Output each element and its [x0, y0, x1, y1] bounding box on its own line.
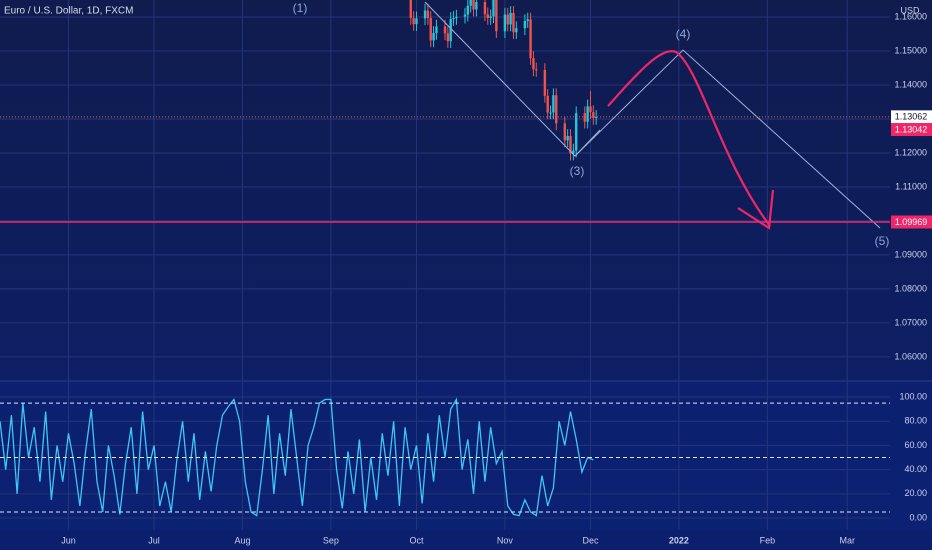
- candle-body: [489, 16, 492, 19]
- candle-body: [455, 16, 458, 19]
- candle-body: [503, 14, 507, 32]
- x-tick-label: Feb: [760, 535, 776, 545]
- candle-body: [583, 113, 586, 122]
- y-tick-label: 1.15000: [894, 45, 927, 55]
- candle-body: [475, 2, 478, 10]
- y-tick-label: 1.08000: [894, 283, 927, 293]
- candle-body: [572, 150, 575, 154]
- arrow-head: [737, 189, 775, 230]
- y-tick-label: 1.14000: [894, 79, 927, 89]
- currency: USD: [900, 5, 920, 15]
- x-tick-label: Nov: [497, 535, 514, 545]
- y-tick-label: 0.00: [909, 512, 927, 522]
- candle-body: [452, 18, 455, 20]
- y-tick-label: 1.09000: [894, 249, 927, 259]
- candle-body: [543, 70, 547, 96]
- x-tick-label: Mar: [839, 535, 855, 545]
- candle-body: [415, 18, 418, 25]
- price-label-box: [891, 110, 932, 124]
- candles: [409, 0, 598, 161]
- candle-body: [466, 5, 470, 15]
- price-label: 1.13062: [895, 112, 928, 122]
- y-tick-label: 80.00: [904, 416, 927, 426]
- candle-body: [526, 19, 529, 22]
- x-tick-label: Oct: [409, 535, 424, 545]
- candle-body: [492, 0, 495, 17]
- price-label: 1.09969: [895, 217, 928, 227]
- y-tick-label: 1.07000: [894, 317, 927, 327]
- y-tick-label: 1.12000: [894, 147, 927, 157]
- wave-label: (1): [293, 1, 308, 15]
- x-tick-label: Jul: [148, 535, 160, 545]
- wave-label: (5): [875, 234, 890, 248]
- candle-body: [509, 12, 512, 25]
- candle-body: [563, 123, 567, 141]
- y-tick-label: 100.00: [899, 391, 927, 401]
- candle-body: [469, 0, 472, 6]
- candle-body: [449, 19, 452, 42]
- candle-body: [555, 95, 558, 124]
- candle-body: [412, 18, 415, 25]
- candle-body: [589, 106, 592, 113]
- candle-body: [423, 10, 427, 19]
- candle-body: [432, 32, 435, 41]
- candle-body: [575, 113, 578, 151]
- candle-body: [535, 69, 538, 71]
- candle-body: [515, 28, 518, 33]
- candle-body: [495, 0, 498, 32]
- candle-body: [512, 12, 515, 33]
- candle-body: [463, 14, 467, 17]
- candle-body: [409, 0, 412, 19]
- x-tick-label: Aug: [234, 535, 250, 545]
- wave-line: [424, 1, 881, 229]
- candle-body: [506, 14, 509, 25]
- candle-body: [523, 21, 527, 29]
- candle-body: [472, 0, 475, 10]
- candle-body: [529, 19, 532, 59]
- candle-body: [446, 33, 450, 42]
- x-tick-label: Sep: [323, 535, 339, 545]
- wave-label: (3): [570, 164, 585, 178]
- last-price-box: [891, 123, 932, 137]
- wave-line: [574, 129, 601, 157]
- price-label-box: [891, 215, 932, 229]
- y-tick-label: 1.06000: [894, 351, 927, 361]
- arrow: [607, 50, 771, 227]
- candle-body: [435, 26, 438, 33]
- y-tick-label: 20.00: [904, 488, 927, 498]
- candle-body: [443, 26, 447, 34]
- last-price-label: 1.13042: [895, 124, 928, 134]
- candle-body: [592, 112, 595, 118]
- candle-body: [532, 58, 535, 70]
- y-tick-label: 40.00: [904, 464, 927, 474]
- candle-body: [566, 135, 569, 141]
- candle-body: [486, 14, 489, 19]
- y-tick-label: 1.11000: [895, 181, 927, 191]
- candle-body: [569, 135, 572, 154]
- x-tick-label: 2022: [669, 535, 689, 545]
- x-tick-label: Jun: [61, 535, 76, 545]
- y-tick-label: 60.00: [904, 440, 927, 450]
- candle-body: [546, 95, 549, 113]
- chart-title: Euro / U.S. Dollar, 1D, FXCM: [4, 6, 133, 17]
- x-tick-label: Dec: [582, 535, 599, 545]
- drawings: [424, 1, 881, 230]
- candle-body: [594, 116, 598, 118]
- candle-body: [552, 95, 555, 113]
- candle-body: [549, 112, 552, 114]
- candle-body: [586, 106, 589, 122]
- wave-label: (4): [676, 27, 691, 41]
- candle-body: [483, 2, 487, 15]
- y-tick-label: 1.16000: [894, 11, 927, 21]
- candle-body: [426, 10, 430, 19]
- candle-body: [429, 18, 432, 41]
